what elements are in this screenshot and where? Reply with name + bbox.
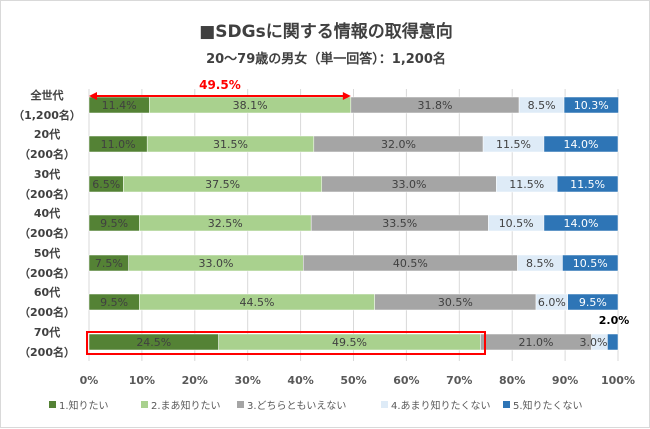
legend-label: 5.知りたくない [513, 399, 583, 412]
data-label: 40.5% [393, 257, 428, 270]
category-label: 20代 [34, 127, 60, 141]
data-label: 11.5% [509, 178, 544, 191]
data-label: 49.5% [332, 336, 367, 349]
arrow-head-right-icon [342, 92, 351, 100]
bar-segment [543, 214, 619, 232]
category-label: 50代 [34, 246, 60, 260]
bar-segment [563, 96, 619, 114]
data-label: 3.0% [579, 336, 607, 349]
data-label: 10.5% [573, 257, 608, 270]
legend-label: 4.あまり知りたくない [391, 399, 491, 412]
data-label: 37.5% [205, 178, 240, 191]
data-label: 8.5% [528, 99, 556, 112]
data-label: 33.5% [382, 217, 417, 230]
x-tick-label: 60% [393, 374, 419, 387]
data-label: 11.4% [102, 99, 137, 112]
legend-swatch [237, 401, 244, 408]
category-sublabel: （200名） [19, 226, 75, 240]
category-label: 40代 [34, 206, 60, 220]
data-label: 9.5% [579, 296, 607, 309]
data-label: 32.5% [208, 217, 243, 230]
legend-swatch [503, 401, 510, 408]
data-label: 31.5% [213, 138, 248, 151]
data-label: 11.5% [570, 178, 605, 191]
chart-title: ■SDGsに関する情報の取得意向 [199, 21, 453, 42]
category-sublabel: （200名） [19, 187, 75, 201]
data-label: 14.0% [563, 217, 598, 230]
bar-segment [607, 333, 619, 351]
category-label: 60代 [34, 285, 60, 299]
x-tick-label: 40% [287, 374, 313, 387]
arrow-head-left-icon [89, 92, 97, 100]
category-sublabel: （200名） [19, 147, 75, 161]
category-sublabel: （200名） [19, 266, 75, 280]
x-tick-label: 30% [235, 374, 261, 387]
bar-segment [567, 293, 619, 311]
bar-segment [543, 135, 619, 153]
x-tick-label: 80% [499, 374, 525, 387]
data-label: 9.5% [100, 217, 128, 230]
data-label: 24.5% [136, 336, 171, 349]
data-label: 7.5% [95, 257, 123, 270]
category-label: 70代 [34, 325, 60, 339]
chart-subtitle: 20～79歳の男女（単一回答）：1,200名 [206, 51, 446, 67]
x-tick-label: 100% [601, 374, 635, 387]
highlight-box [86, 331, 486, 355]
data-label: 10.5% [499, 217, 534, 230]
x-tick-label: 70% [446, 374, 472, 387]
category-label: 30代 [34, 167, 60, 181]
x-tick-label: 50% [340, 374, 366, 387]
category-sublabel: （200名） [19, 305, 75, 319]
category-sublabel: （200名） [19, 345, 75, 359]
data-label: 6.5% [92, 178, 120, 191]
data-label: 11.0% [101, 138, 136, 151]
x-tick-label: 0% [80, 374, 99, 387]
data-label: 33.0% [198, 257, 233, 270]
category-label: 全世代 [30, 88, 64, 102]
x-tick-label: 90% [552, 374, 578, 387]
legend-swatch [141, 401, 148, 408]
data-label: 9.5% [100, 296, 128, 309]
data-label: 32.0% [381, 138, 416, 151]
data-label: 10.3% [574, 99, 609, 112]
legend-label: 1.知りたい [59, 399, 109, 412]
data-label: 21.0% [519, 336, 554, 349]
data-label: 31.8% [417, 99, 452, 112]
legend-label: 3.どちらともいえない [247, 400, 346, 412]
x-tick-label: 10% [129, 374, 155, 387]
data-label: 14.0% [563, 138, 598, 151]
data-label: 44.5% [239, 296, 274, 309]
x-tick-label: 20% [182, 374, 208, 387]
data-label: 30.5% [438, 296, 473, 309]
data-label: 11.5% [496, 138, 531, 151]
legend-label: 2.まあ知りたい [151, 399, 221, 412]
bar-segment [556, 175, 619, 193]
data-label: 6.0% [538, 296, 566, 309]
bar-segment [562, 254, 619, 272]
data-label: 8.5% [526, 257, 554, 270]
data-label: 38.1% [233, 99, 268, 112]
legend-swatch [381, 401, 388, 408]
data-label: 33.0% [392, 178, 427, 191]
data-label: 2.0% [599, 314, 630, 327]
legend-swatch [49, 401, 56, 408]
category-sublabel: （1,200名） [13, 108, 81, 122]
arrow-label: 49.5% [199, 78, 241, 92]
